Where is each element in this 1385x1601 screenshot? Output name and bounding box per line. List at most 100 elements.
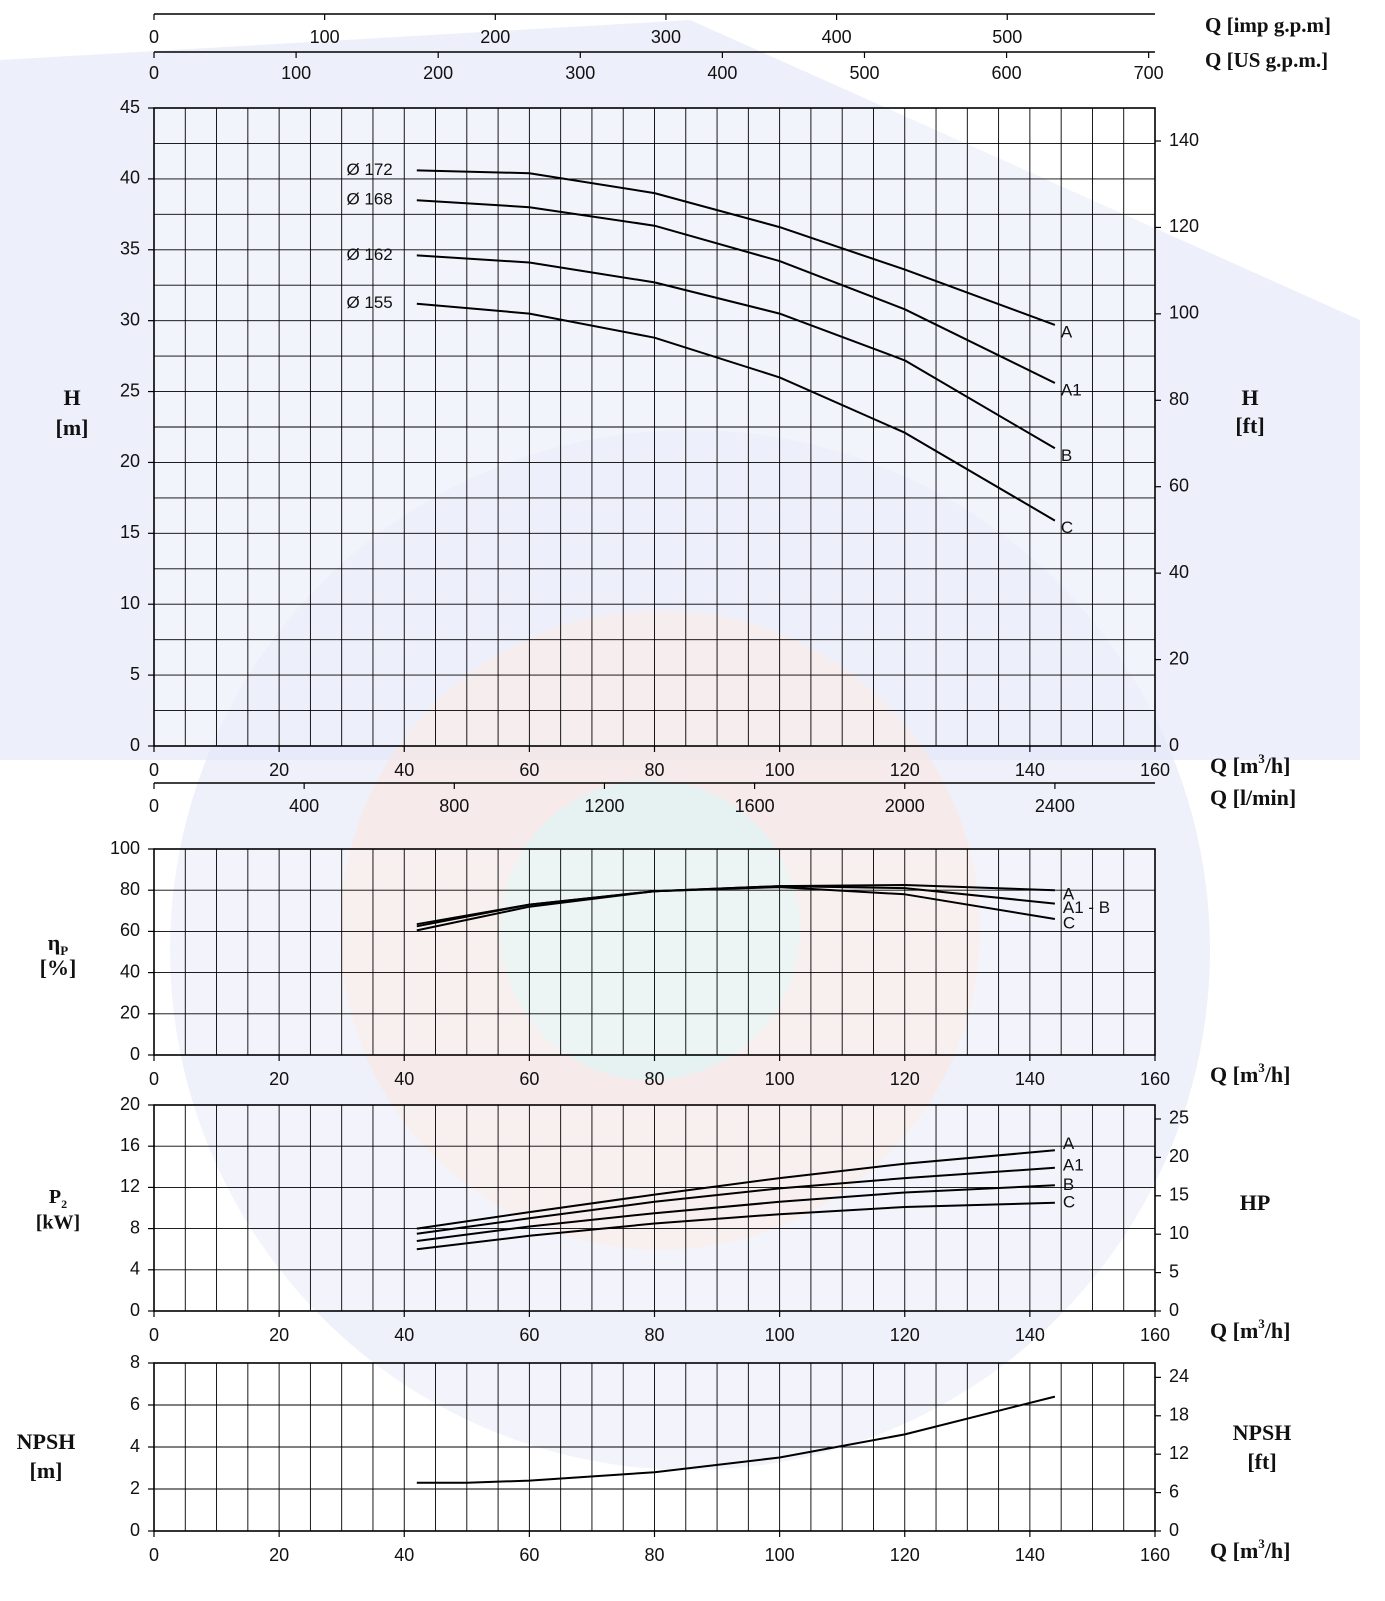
head-chart-x-tick-label: 100 — [765, 760, 795, 780]
head-series-label: A — [1061, 322, 1073, 341]
head-chart-y-tick-label: 25 — [120, 380, 140, 400]
head-series-label: B — [1061, 446, 1072, 465]
npsh-ft-tick-label: 6 — [1169, 1481, 1179, 1501]
imp-axis-label: Q [imp g.p.m] — [1205, 13, 1331, 37]
us-tick-label: 400 — [707, 63, 737, 83]
power-chart-series-A1-line — [416, 1166, 1055, 1235]
head-ft-tick-label: 120 — [1169, 216, 1199, 236]
head-y-label-line2: [m] — [56, 415, 89, 440]
lmin-tick-label: 1200 — [584, 796, 624, 816]
us-tick-label: 600 — [992, 63, 1022, 83]
efficiency-chart-x-tick-label: 120 — [890, 1069, 920, 1089]
head-chart-y-tick-label: 15 — [120, 522, 140, 542]
efficiency-chart-x-tick-label: 160 — [1140, 1069, 1170, 1089]
eff-y-label-line2: [%] — [40, 955, 77, 980]
eff-series-label: A — [1063, 885, 1075, 904]
efficiency-chart-x-tick-label: 60 — [519, 1069, 539, 1089]
head-chart-x-tick-label: 80 — [644, 760, 664, 780]
power-chart-y-tick-label: 16 — [120, 1135, 140, 1155]
head-y2-label-line2: [ft] — [1235, 413, 1264, 438]
npsh-chart-x-tick-label: 100 — [765, 1545, 795, 1565]
head-y-label-line1: H — [63, 385, 80, 410]
efficiency-chart-x-tick-label: 40 — [394, 1069, 414, 1089]
head-chart-y-tick-label: 40 — [120, 168, 140, 188]
eff-series-label: A1 - B — [1063, 898, 1110, 917]
us-tick-label: 100 — [281, 63, 311, 83]
power-series-label: A — [1063, 1134, 1075, 1153]
power-hp-tick-label: 0 — [1169, 1300, 1179, 1320]
npsh-chart-x-tick-label: 20 — [269, 1545, 289, 1565]
head-ft-tick-label: 100 — [1169, 303, 1199, 323]
power-chart-x-tick-label: 140 — [1015, 1325, 1045, 1345]
npsh-chart-x-tick-label: 140 — [1015, 1545, 1045, 1565]
power-series-label: A1 — [1063, 1155, 1084, 1174]
head-chart-y-tick-label: 45 — [120, 97, 140, 117]
head-ft-tick-label: 40 — [1169, 562, 1189, 582]
us-tick-label: 300 — [565, 63, 595, 83]
efficiency-chart-series-C-line — [416, 886, 1056, 932]
efficiency-chart-y-tick-label: 0 — [130, 1044, 140, 1064]
head-series-label: A1 — [1061, 381, 1082, 400]
power-hp-tick-label: 15 — [1169, 1185, 1189, 1205]
power-chart-x-tick-label: 160 — [1140, 1325, 1170, 1345]
power-hp-tick-label: 25 — [1169, 1108, 1189, 1128]
power-series-label: B — [1063, 1175, 1074, 1194]
head-chart-x-tick-label: 160 — [1140, 760, 1170, 780]
us-tick-label: 500 — [849, 63, 879, 83]
power-series-label: C — [1063, 1192, 1075, 1211]
efficiency-chart-x-tick-label: 20 — [269, 1069, 289, 1089]
power-hp-tick-label: 20 — [1169, 1146, 1189, 1166]
power-chart-x-tick-label: 20 — [269, 1325, 289, 1345]
watermark-center — [500, 780, 800, 1080]
power-chart-x-axis-label: Q [m3/h] — [1210, 1316, 1290, 1343]
us-tick-label: 200 — [423, 63, 453, 83]
head-ft-tick-label: 20 — [1169, 648, 1189, 668]
head-y2-label-line1: H — [1241, 385, 1258, 410]
head-ft-tick-label: 140 — [1169, 130, 1199, 150]
head-chart-x-tick-label: 20 — [269, 760, 289, 780]
head-chart-x-tick-label: 120 — [890, 760, 920, 780]
efficiency-chart-x-tick-label: 100 — [765, 1069, 795, 1089]
power-chart-y-tick-label: 4 — [130, 1259, 140, 1279]
lmin-tick-label: 800 — [439, 796, 469, 816]
npsh-chart-y-tick-label: 0 — [130, 1520, 140, 1540]
npsh-chart-x-tick-label: 160 — [1140, 1545, 1170, 1565]
power-hp-tick-label: 5 — [1169, 1261, 1179, 1281]
head-series-label: C — [1061, 518, 1073, 537]
power-chart-x-tick-label: 40 — [394, 1325, 414, 1345]
lmin-tick-label: 1600 — [735, 796, 775, 816]
efficiency-chart-x-tick-label: 80 — [644, 1069, 664, 1089]
npsh-y-label-line1: NPSH — [17, 1429, 76, 1454]
efficiency-chart-y-tick-label: 80 — [120, 879, 140, 899]
power-chart-y-tick-label: 0 — [130, 1300, 140, 1320]
imp-tick-label: 500 — [992, 27, 1022, 47]
head-chart-y-tick-label: 20 — [120, 451, 140, 471]
npsh-chart-y-tick-label: 2 — [130, 1478, 140, 1498]
npsh-y2-label-line1: NPSH — [1233, 1420, 1292, 1445]
head-chart-y-tick-label: 5 — [130, 664, 140, 684]
lmin-tick-label: 2000 — [885, 796, 925, 816]
npsh-chart-y-tick-label: 4 — [130, 1436, 140, 1456]
imp-tick-label: 400 — [822, 27, 852, 47]
efficiency-chart-x-tick-label: 140 — [1015, 1069, 1045, 1089]
npsh-chart-y-tick-label: 8 — [130, 1352, 140, 1372]
npsh-ft-tick-label: 18 — [1169, 1405, 1189, 1425]
efficiency-chart-y-tick-label: 40 — [120, 961, 140, 981]
eff-series-label: C — [1063, 914, 1075, 933]
power-chart-series-B-line — [416, 1184, 1055, 1242]
efficiency-chart-y-tick-label: 60 — [120, 920, 140, 940]
power-chart-x-tick-label: 60 — [519, 1325, 539, 1345]
npsh-chart-y-tick-label: 6 — [130, 1394, 140, 1414]
power-chart-y-tick-label: 12 — [120, 1176, 140, 1196]
power-chart-x-tick-label: 80 — [644, 1325, 664, 1345]
head-chart-series-A-line — [416, 169, 1056, 326]
npsh-y2-label-line2: [ft] — [1247, 1449, 1276, 1474]
power-hp-tick-label: 10 — [1169, 1223, 1189, 1243]
head-diameter-label: Ø 168 — [346, 190, 392, 209]
npsh-chart-x-axis-label: Q [m3/h] — [1210, 1536, 1290, 1563]
lmin-axis-label: Q [l/min] — [1210, 785, 1296, 810]
power-chart-x-tick-label: 100 — [765, 1325, 795, 1345]
head-chart-series-C-line — [416, 302, 1056, 522]
